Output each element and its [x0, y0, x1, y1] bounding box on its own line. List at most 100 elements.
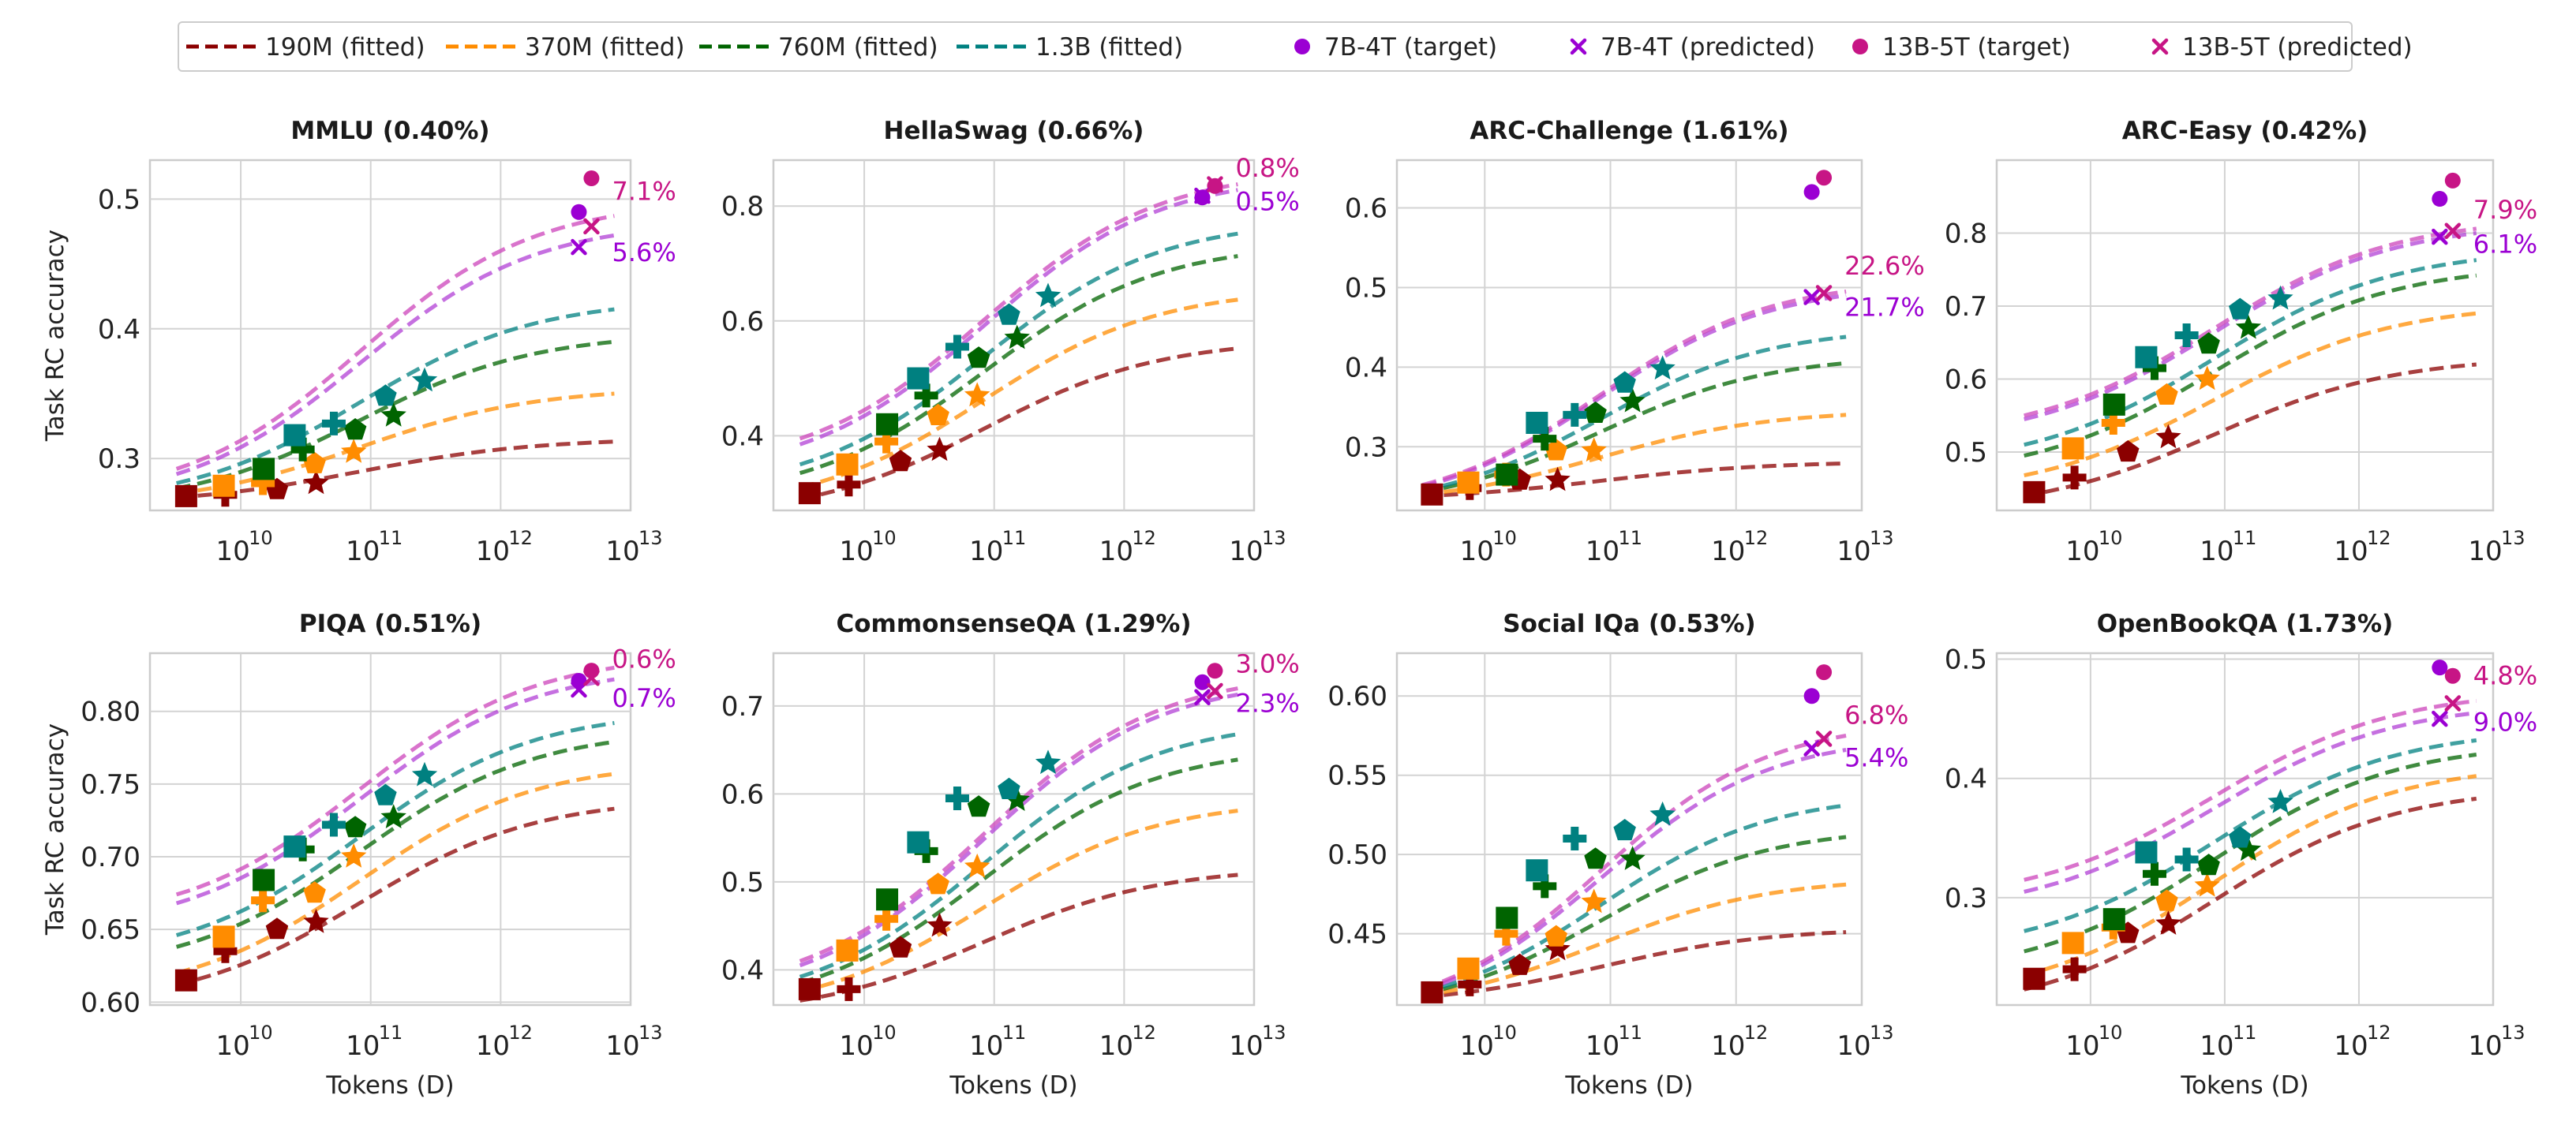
y-tick-label: 0.4 — [1945, 764, 1987, 795]
fit-curve-1.3B — [799, 732, 1238, 979]
point-1.3B-star — [1649, 801, 1676, 826]
error-label-7B: 2.3% — [1235, 689, 1299, 719]
point-760M-star — [1619, 846, 1646, 870]
point-190M-plus — [1458, 972, 1482, 996]
panel-title: OpenBookQA (1.73%) — [2097, 610, 2394, 638]
panel-title: MMLU (0.40%) — [290, 117, 489, 145]
point-190M-pentagon — [889, 450, 912, 472]
predicted-13B — [583, 670, 600, 686]
x-tick-label: 10 — [476, 536, 510, 567]
point-190M-square — [2023, 967, 2046, 990]
fit-curve-760M — [176, 339, 615, 491]
point-1.3B-plus — [945, 334, 969, 359]
error-label-13B: 0.8% — [1235, 153, 1299, 183]
fit-curve-13B — [799, 182, 1238, 441]
predicted-7B — [2432, 710, 2448, 727]
y-axis-label: Task RC accuracy — [41, 723, 69, 936]
point-760M-pentagon — [2197, 854, 2220, 876]
x-tick-exponent: 13 — [2501, 527, 2525, 549]
fit-curve-190M — [176, 806, 615, 987]
x-tick-exponent: 13 — [1870, 1022, 1894, 1044]
point-370M-square — [2061, 932, 2084, 955]
fit-curve-13B — [2024, 699, 2477, 882]
x-tick-exponent: 11 — [379, 527, 403, 549]
x-axis-label: Tokens (D) — [325, 1071, 454, 1100]
point-190M-pentagon — [889, 936, 912, 958]
point-760M-plus — [290, 437, 315, 462]
legend-cross-swatch — [1570, 38, 1587, 55]
x-tick-label: 10 — [839, 536, 873, 567]
x-tick-label: 10 — [2200, 1030, 2233, 1062]
predicted-13B — [1207, 176, 1223, 192]
fit-curve-1.3B — [1421, 803, 1847, 995]
point-1.3B-pentagon — [998, 777, 1020, 799]
point-190M-plus — [2062, 957, 2087, 981]
point-370M-plus — [251, 471, 275, 495]
point-760M-square — [2102, 908, 2125, 931]
legend-entry-0: 190M (fitted) — [186, 33, 425, 62]
x-tick-label: 10 — [839, 1030, 873, 1062]
point-370M-square — [212, 474, 235, 497]
x-tick-exponent: 11 — [1002, 527, 1027, 549]
x-tick-label: 10 — [1229, 1030, 1263, 1062]
x-tick-label: 10 — [2468, 1030, 2502, 1062]
predicted-7B — [571, 681, 587, 698]
point-1.3B-plus — [1563, 402, 1587, 427]
point-1.3B-star — [2267, 789, 2293, 813]
fit-curve-190M — [2024, 796, 2477, 992]
legend-label: 1.3B (fitted) — [1035, 33, 1183, 62]
y-tick-label: 0.4 — [98, 314, 140, 346]
fit-curve-7B — [2024, 231, 2477, 421]
point-760M-pentagon — [343, 418, 367, 440]
x-tick-label: 10 — [346, 536, 380, 567]
point-370M-plus — [251, 888, 275, 913]
x-tick-exponent: 11 — [379, 1022, 403, 1044]
x-tick-exponent: 10 — [2099, 1022, 2123, 1044]
fit-curve-190M — [176, 439, 615, 500]
x-tick-label: 10 — [1460, 536, 1494, 567]
legend-entry-7: 13B-5T (predicted) — [2151, 33, 2413, 62]
y-tick-label: 0.45 — [1327, 919, 1387, 951]
x-tick-label: 10 — [969, 536, 1003, 567]
point-760M-star — [2235, 314, 2261, 339]
point-1.3B-plus — [2174, 323, 2199, 347]
fit-curve-7B — [799, 188, 1238, 447]
x-tick-exponent: 13 — [1262, 1022, 1286, 1044]
fit-curve-370M — [1422, 882, 1847, 998]
point-1.3B-star — [2267, 285, 2293, 310]
point-1.3B-square — [2135, 346, 2158, 368]
y-tick-label: 0.6 — [1945, 364, 1987, 396]
point-190M-plus — [837, 473, 861, 497]
panel-title: PIQA (0.51%) — [299, 610, 481, 638]
legend-entry-2: 760M (fitted) — [699, 33, 938, 62]
fit-curve-1.3B — [175, 721, 615, 937]
legend-dot-swatch — [1294, 39, 1310, 54]
y-tick-label: 0.5 — [1945, 645, 1987, 676]
point-370M-star — [1581, 437, 1607, 462]
y-tick-label: 0.4 — [721, 955, 764, 986]
point-1.3B-square — [907, 367, 930, 390]
target-13B — [1816, 664, 1833, 681]
point-370M-pentagon — [927, 403, 949, 425]
predicted-13B — [2444, 222, 2462, 239]
error-label-13B: 0.6% — [612, 644, 676, 674]
fit-curve-13B — [175, 214, 615, 471]
x-tick-label: 10 — [1586, 1030, 1619, 1062]
legend-entry-5: 7B-4T (predicted) — [1570, 33, 1815, 62]
error-label-13B: 6.8% — [1844, 700, 1908, 730]
x-tick-exponent: 10 — [2099, 527, 2123, 549]
x-tick-exponent: 13 — [1870, 527, 1894, 549]
point-760M-square — [253, 869, 275, 891]
point-760M-star — [380, 804, 406, 828]
point-370M-square — [836, 453, 859, 476]
x-tick-label: 10 — [215, 536, 249, 567]
fit-curve-370M — [1422, 413, 1847, 497]
legend-label: 13B-5T (target) — [1882, 33, 2071, 62]
point-1.3B-square — [907, 831, 930, 854]
x-tick-exponent: 13 — [2501, 1022, 2525, 1044]
point-190M-star — [1544, 936, 1571, 961]
fit-curve-370M — [799, 297, 1238, 490]
